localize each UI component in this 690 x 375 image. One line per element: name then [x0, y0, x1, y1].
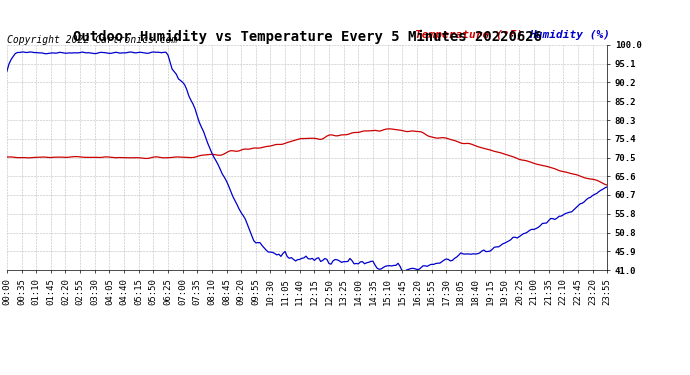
Text: Copyright 2022 Cartronics.com: Copyright 2022 Cartronics.com: [7, 35, 177, 45]
Title: Outdoor Humidity vs Temperature Every 5 Minutes 20220626: Outdoor Humidity vs Temperature Every 5 …: [72, 30, 542, 44]
Text: Humidity (%): Humidity (%): [529, 30, 610, 40]
Text: Temperature (°F): Temperature (°F): [415, 30, 523, 40]
